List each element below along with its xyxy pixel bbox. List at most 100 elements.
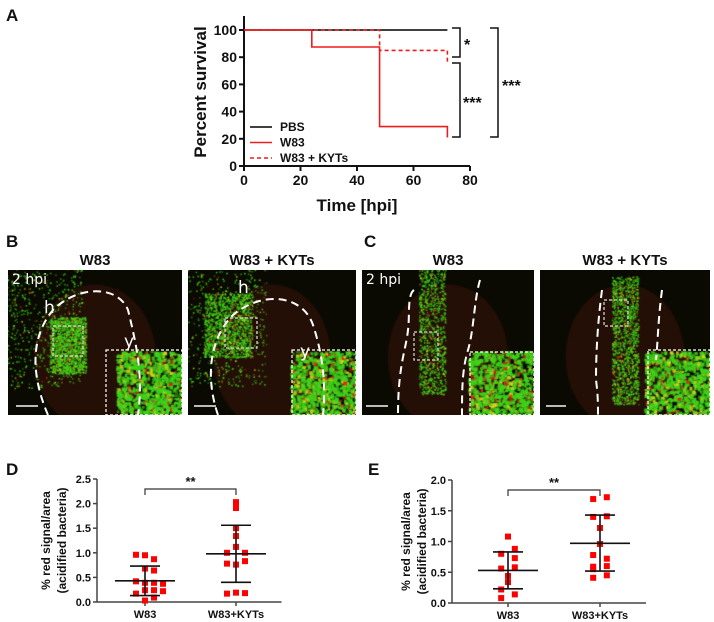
data-point [233, 505, 239, 512]
zoom-region-box [224, 317, 258, 349]
x-axis-label: Time [hpi] [317, 196, 398, 215]
y-tick-label: 100 [214, 22, 238, 38]
significance-label: ** [549, 475, 560, 490]
data-point [511, 545, 518, 552]
region-label-h: h [238, 278, 249, 298]
inset-frame [105, 349, 182, 415]
tissue-outline-right [461, 279, 481, 415]
panel-letter-b: B [6, 232, 19, 251]
y-tick-label: 0.0 [431, 598, 446, 610]
micrograph-title-b-w83: W83 [79, 252, 111, 269]
data-point [590, 566, 597, 573]
y-tick-label: 1.0 [76, 548, 91, 560]
x-tick-label: 40 [349, 172, 365, 188]
micrograph-b-kyts: h y [188, 270, 356, 415]
data-point [151, 594, 158, 601]
x-tick-label: W83 [497, 610, 520, 622]
significance-bracket [452, 62, 461, 138]
y-tick-label: 80 [221, 49, 237, 65]
y-axis-label: (acidified bacteria) [55, 487, 69, 593]
data-point [242, 558, 249, 565]
data-point [511, 564, 518, 571]
time-label: 2 hpi [366, 272, 402, 288]
zoom-region-box [603, 299, 629, 327]
panel-letter-e: E [368, 460, 380, 479]
y-axis-label: Percent survival [191, 26, 210, 157]
micrograph-b-w83: 2 hpi h y [8, 270, 182, 415]
significance-label: *** [463, 95, 482, 112]
data-point [498, 595, 505, 602]
inset-frame [647, 349, 710, 415]
y-tick-label: 60 [221, 76, 237, 92]
micrograph-title-b-kyts: W83 + KYTs [229, 252, 315, 269]
y-tick-label: 1.5 [431, 506, 446, 518]
data-point [603, 513, 610, 520]
data-point [603, 555, 610, 562]
data-point [242, 549, 249, 556]
data-point [590, 496, 597, 503]
annotation-overlay [546, 289, 710, 415]
x-tick-label: 80 [462, 172, 478, 188]
data-point [223, 590, 230, 597]
data-point [132, 551, 139, 558]
panel-letter-d: D [6, 460, 19, 479]
y-tick-label: 40 [221, 104, 237, 120]
y-tick-label: 0.0 [76, 597, 91, 609]
annotation-overlay [366, 279, 534, 415]
x-tick-label: 60 [406, 172, 422, 188]
y-tick-label: 0.5 [76, 572, 91, 584]
fluorescence-image [362, 270, 534, 415]
micrograph-c-kyts [540, 270, 710, 415]
data-point [223, 560, 230, 567]
data-point [242, 590, 249, 597]
panel-letter-a: A [6, 6, 19, 25]
data-point [160, 588, 167, 595]
data-point [603, 494, 610, 501]
data-point [511, 555, 518, 562]
inset-frame [291, 349, 356, 415]
micrograph-c-w83: 2 hpi [362, 270, 534, 415]
data-point [603, 563, 610, 570]
data-point [151, 587, 158, 594]
yolk-outline [209, 298, 326, 415]
zoom-region-box [52, 325, 84, 357]
fluorescence-image [188, 270, 356, 415]
tissue-outline-left [397, 289, 415, 415]
legend-label: W83 [280, 136, 305, 150]
significance-bracket [144, 488, 237, 495]
data-point [132, 590, 139, 597]
region-label-y: y [124, 332, 135, 352]
data-point [142, 552, 148, 559]
survival-line-2 [244, 29, 449, 64]
y-tick-label: 2.0 [431, 475, 446, 487]
y-tick-label: 0 [229, 158, 237, 174]
data-point [590, 552, 597, 559]
legend-label: W83 + KYTs [280, 151, 348, 165]
fluorescence-image [540, 270, 710, 415]
data-point [511, 591, 518, 598]
annotation-overlay [16, 290, 182, 415]
significance-bracket [452, 27, 461, 58]
data-point [223, 549, 230, 556]
data-point [142, 597, 148, 604]
x-tick-label: 20 [293, 172, 309, 188]
inset-frame [469, 351, 534, 415]
y-axis-label: % red signal/area [399, 492, 413, 591]
data-point [151, 579, 158, 586]
legend-label: PBS [280, 120, 305, 134]
data-point [498, 550, 505, 557]
data-point [590, 513, 597, 520]
x-tick-label: W83+KYTs [208, 609, 264, 621]
data-point [590, 574, 597, 581]
x-tick-label: W83+KYTs [572, 610, 628, 622]
fluorescence-image [8, 270, 182, 415]
y-tick-label: 2.0 [76, 499, 91, 511]
region-label-h: h [44, 298, 55, 318]
time-label: 2 hpi [12, 272, 48, 288]
significance-label: *** [502, 78, 521, 95]
micrograph-title-c-kyts: W83 + KYTs [582, 252, 668, 269]
significance-bracket [507, 489, 601, 496]
y-axis-label: % red signal/area [39, 491, 53, 590]
yolk-outline [34, 290, 141, 415]
annotation-overlay [194, 298, 356, 415]
